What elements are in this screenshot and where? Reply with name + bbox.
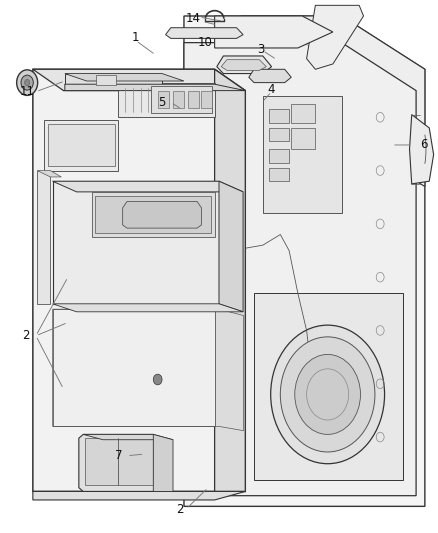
Circle shape [21, 75, 33, 90]
Polygon shape [215, 69, 245, 491]
Text: 5: 5 [159, 96, 166, 109]
Polygon shape [269, 128, 289, 141]
Polygon shape [37, 171, 61, 177]
Text: 2: 2 [176, 503, 184, 515]
Polygon shape [92, 192, 215, 237]
Circle shape [295, 354, 360, 434]
Polygon shape [83, 434, 173, 440]
Text: 7: 7 [114, 449, 122, 462]
Polygon shape [307, 5, 364, 69]
Polygon shape [37, 171, 50, 304]
Polygon shape [153, 434, 173, 491]
Polygon shape [249, 69, 291, 83]
Polygon shape [33, 491, 245, 500]
Text: 3: 3 [257, 43, 264, 55]
Polygon shape [53, 309, 215, 426]
Polygon shape [201, 91, 212, 108]
Polygon shape [96, 75, 116, 85]
Polygon shape [241, 16, 425, 187]
Text: 4: 4 [268, 83, 276, 95]
Circle shape [280, 337, 375, 452]
Circle shape [271, 325, 385, 464]
Polygon shape [410, 115, 434, 184]
Text: 14: 14 [186, 12, 201, 25]
Polygon shape [118, 83, 215, 117]
Polygon shape [48, 124, 115, 166]
Polygon shape [65, 84, 245, 91]
Polygon shape [44, 120, 118, 171]
Polygon shape [263, 96, 342, 213]
Polygon shape [166, 28, 243, 38]
Polygon shape [95, 196, 211, 233]
Text: 10: 10 [198, 36, 212, 49]
Polygon shape [291, 128, 315, 149]
Text: 6: 6 [420, 139, 428, 151]
Circle shape [17, 70, 38, 95]
Polygon shape [215, 16, 333, 48]
Polygon shape [217, 56, 272, 74]
Polygon shape [254, 293, 403, 480]
Polygon shape [184, 16, 425, 506]
Polygon shape [65, 74, 162, 85]
Circle shape [25, 79, 30, 86]
Polygon shape [291, 104, 315, 123]
Polygon shape [173, 91, 184, 108]
Polygon shape [33, 69, 245, 91]
Polygon shape [221, 60, 266, 70]
Polygon shape [184, 43, 416, 496]
Polygon shape [65, 74, 184, 81]
Polygon shape [85, 438, 153, 485]
Polygon shape [79, 434, 158, 491]
Polygon shape [219, 181, 243, 312]
Text: 1: 1 [132, 31, 140, 44]
Polygon shape [33, 69, 245, 491]
Polygon shape [53, 181, 243, 192]
Text: 11: 11 [20, 85, 35, 98]
Polygon shape [53, 304, 243, 312]
Polygon shape [53, 181, 219, 304]
Polygon shape [269, 168, 289, 181]
Circle shape [153, 374, 162, 385]
Text: 2: 2 [22, 329, 30, 342]
Polygon shape [158, 91, 169, 108]
Polygon shape [269, 109, 289, 123]
Polygon shape [269, 149, 289, 163]
Polygon shape [151, 86, 212, 113]
Polygon shape [188, 91, 199, 108]
Polygon shape [123, 201, 201, 228]
